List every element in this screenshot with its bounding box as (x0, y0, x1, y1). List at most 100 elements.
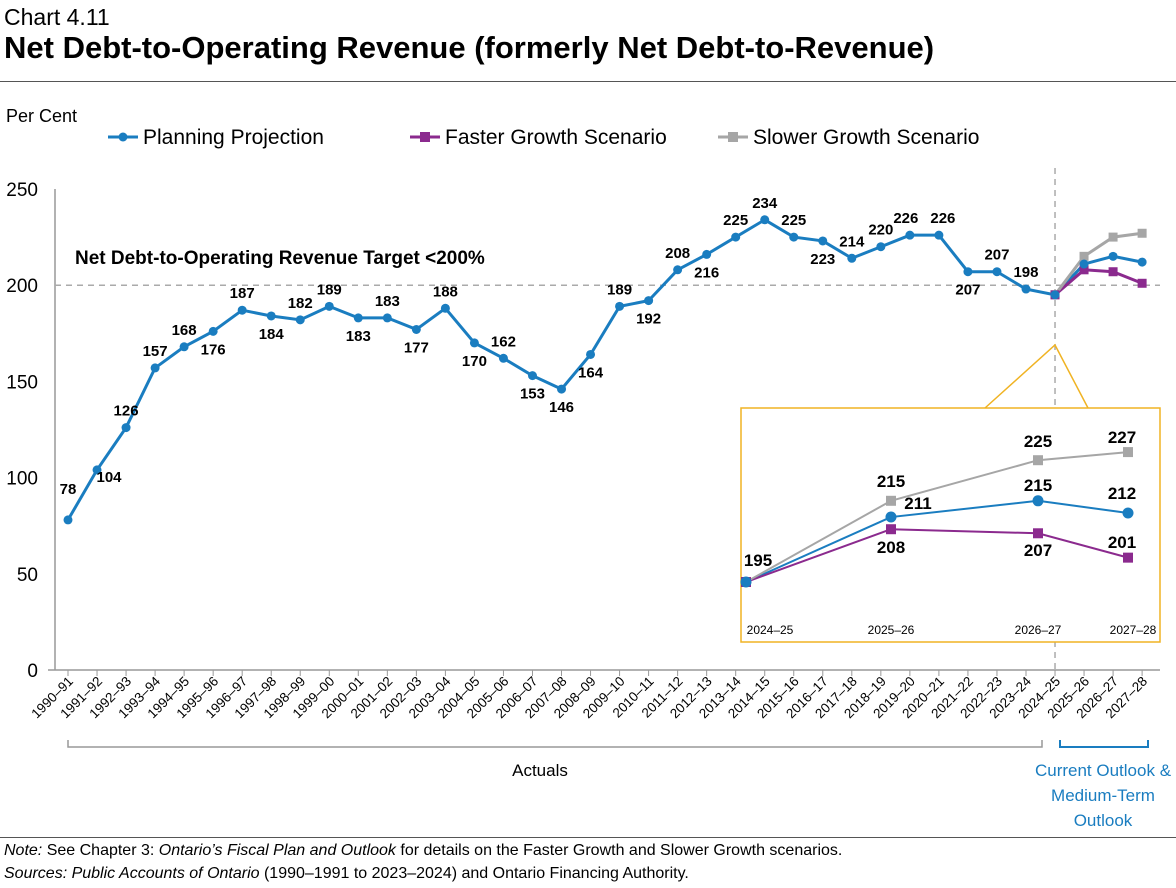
data-label: 226 (893, 210, 918, 227)
data-label: 183 (375, 293, 400, 310)
inset-point (1033, 455, 1043, 466)
inset-point (886, 524, 896, 535)
data-label: 177 (404, 339, 429, 356)
data-point (353, 313, 363, 323)
inset-data-label: 225 (1024, 432, 1052, 451)
data-label: 104 (97, 469, 123, 486)
data-label: 183 (346, 328, 371, 345)
data-point (295, 315, 305, 325)
data-point (992, 267, 1002, 277)
data-label: 153 (520, 386, 545, 403)
inset-point (1123, 447, 1133, 458)
data-point (1108, 267, 1118, 277)
data-point (615, 301, 625, 311)
data-point (440, 303, 450, 313)
data-label: 78 (60, 481, 77, 498)
outlook-label-line: Medium-Term (1051, 786, 1155, 805)
series-line-1 (1054, 268, 1143, 296)
sources-text: (1990–1991 to 2023–2024) and Ontario Fin… (259, 865, 689, 882)
data-point (527, 371, 537, 381)
inset-point (1033, 528, 1043, 539)
inset-callout (984, 343, 1089, 409)
target-label: Net Debt-to-Operating Revenue Target <20… (75, 248, 485, 269)
inset-data-label: 215 (877, 472, 905, 491)
title-divider (0, 81, 1176, 82)
legend-label: Faster Growth Scenario (445, 126, 667, 149)
data-point (1108, 232, 1118, 242)
data-point (673, 265, 683, 275)
data-point (789, 232, 799, 242)
outlook-label-line: Outlook (1074, 811, 1133, 830)
data-label: 164 (578, 364, 604, 381)
data-label: 208 (665, 245, 690, 262)
data-point (1137, 228, 1147, 238)
data-point (92, 465, 102, 475)
legend-label: Slower Growth Scenario (753, 126, 979, 149)
outlook-bracket (1059, 740, 1149, 748)
inset-line-2 (745, 451, 1129, 583)
y-tick-label: 150 (6, 372, 38, 393)
data-point (557, 384, 567, 394)
outlook-label-line: Current Outlook & (1035, 761, 1172, 780)
series-line-2 (1053, 231, 1143, 296)
inset-data-label: 195 (744, 551, 772, 570)
inset-data-label: 212 (1108, 484, 1136, 503)
y-axis-label: Per Cent (6, 106, 78, 126)
data-label: 188 (433, 283, 458, 300)
data-label: 176 (201, 341, 226, 358)
y-tick-label: 100 (6, 469, 38, 490)
data-label: 192 (636, 311, 661, 328)
data-point (586, 349, 596, 359)
data-point (324, 301, 334, 311)
inset-x-label: 2025–26 (868, 623, 915, 637)
data-point (1137, 278, 1147, 288)
data-label: 184 (259, 326, 285, 343)
y-tick-label: 0 (27, 661, 38, 682)
inset-point (740, 576, 752, 588)
y-tick-label: 200 (6, 276, 38, 297)
data-label: 216 (694, 264, 719, 281)
data-label: 223 (810, 251, 835, 268)
data-point (644, 296, 654, 306)
data-label: 198 (1013, 264, 1038, 281)
data-point (1021, 284, 1031, 294)
data-point (179, 342, 189, 352)
data-label: 126 (114, 403, 139, 420)
inset-point (1122, 507, 1134, 519)
data-label: 182 (288, 295, 313, 312)
note-text-end: for details on the Faster Growth and Slo… (395, 842, 843, 859)
data-point (266, 311, 276, 321)
legend-marker-square (420, 132, 430, 142)
data-point (876, 242, 886, 252)
inset-box (740, 407, 1161, 643)
data-label: 207 (984, 247, 1009, 264)
data-label: 234 (752, 195, 778, 212)
inset-data-label: 227 (1108, 428, 1136, 447)
inset-data-label: 201 (1108, 533, 1136, 552)
data-point (905, 230, 915, 240)
data-point (731, 232, 741, 242)
data-point (1108, 251, 1118, 261)
inset-data-label: 208 (877, 538, 905, 557)
data-label: 226 (930, 210, 955, 227)
legend-label: Planning Projection (143, 126, 324, 149)
data-label: 207 (955, 282, 980, 299)
data-label: 189 (607, 281, 632, 298)
inset-data-label: 215 (1024, 476, 1052, 495)
inset-x-label: 2024–25 (747, 623, 794, 637)
data-label: 162 (491, 333, 516, 350)
data-label: 225 (781, 212, 806, 229)
inset-data-label: 211 (904, 494, 931, 513)
data-point (382, 313, 392, 323)
series-line-0 (66, 218, 1143, 521)
note: Note: See Chapter 3: Ontario’s Fiscal Pl… (4, 842, 842, 860)
data-point (1079, 251, 1089, 261)
data-point (150, 363, 160, 373)
data-point (1079, 259, 1089, 269)
data-point (498, 353, 508, 363)
data-point (934, 230, 944, 240)
note-italic: Ontario’s Fiscal Plan and Outlook (158, 842, 396, 859)
data-label: 187 (230, 285, 255, 302)
note-label: Note: (4, 842, 43, 859)
